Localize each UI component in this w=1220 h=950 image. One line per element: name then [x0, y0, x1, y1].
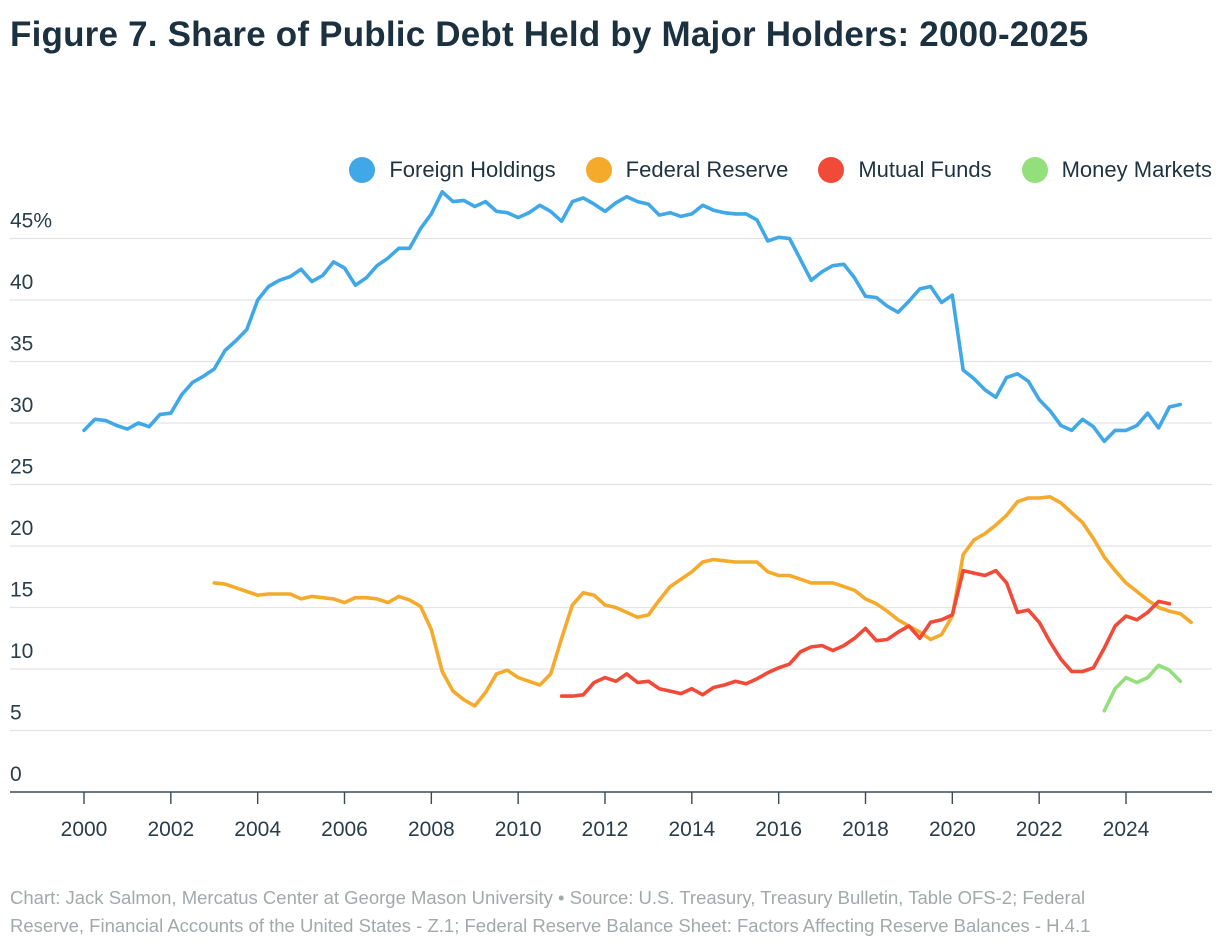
- chart-footer: Chart: Jack Salmon, Mercatus Center at G…: [10, 884, 1215, 940]
- series-line-mutual-funds: [559, 568, 1172, 698]
- y-tick-label-40: 40: [10, 271, 33, 294]
- series-line-federal-reserve: [212, 495, 1193, 708]
- series-line-foreign-holdings: [82, 190, 1183, 444]
- x-tick-label-2002: 2002: [147, 818, 194, 841]
- footer-line-2: Reserve, Financial Accounts of the Unite…: [10, 915, 1091, 936]
- legend-label-money-markets: Money Markets: [1061, 157, 1212, 182]
- y-tick-label-35: 35: [10, 333, 33, 356]
- x-tick-label-2008: 2008: [408, 818, 455, 841]
- legend-dot-mutual-funds: [818, 157, 845, 183]
- legend-item-money-markets[interactable]: Money Markets: [1021, 157, 1212, 183]
- x-tick-label-2024: 2024: [1103, 818, 1150, 841]
- series-line-money-markets: [1102, 663, 1183, 713]
- footer-line-1: Chart: Jack Salmon, Mercatus Center at G…: [10, 887, 1086, 908]
- y-tick-label-15: 15: [10, 579, 33, 602]
- y-tick-label-25: 25: [10, 456, 33, 479]
- y-tick-label-20: 20: [10, 517, 33, 540]
- y-tick-label-0: 0: [10, 763, 22, 786]
- x-tick-label-2004: 2004: [234, 818, 281, 841]
- x-tick-label-2006: 2006: [321, 818, 368, 841]
- y-tick-label-5: 5: [10, 702, 22, 725]
- x-tick-label-2020: 2020: [929, 818, 976, 841]
- x-tick-label-2014: 2014: [668, 818, 715, 841]
- x-tick-label-2022: 2022: [1016, 818, 1063, 841]
- legend: Foreign Holdings Federal Reserve Mutual …: [300, 152, 1212, 188]
- y-tick-label-10: 10: [10, 640, 33, 663]
- legend-dot-federal-reserve: [585, 157, 612, 183]
- legend-label-foreign-holdings: Foreign Holdings: [389, 157, 556, 182]
- y-tick-label-30: 30: [10, 394, 33, 417]
- legend-item-foreign-holdings[interactable]: Foreign Holdings: [349, 157, 556, 183]
- y-tick-label-45: 45%: [10, 210, 52, 233]
- legend-item-federal-reserve[interactable]: Federal Reserve: [585, 157, 789, 183]
- legend-label-federal-reserve: Federal Reserve: [625, 157, 789, 182]
- chart-area: 0 5 10 15 20 25 30 35 40 45% 2000 2002 2004 2006 2008 2…: [10, 190, 1212, 841]
- x-tick-label-2018: 2018: [842, 818, 889, 841]
- x-tick-label-2000: 2000: [61, 818, 108, 841]
- chart-title: Figure 7. Share of Public Debt Held by M…: [10, 15, 1089, 54]
- x-tick-label-2016: 2016: [755, 818, 802, 841]
- legend-dot-foreign-holdings: [349, 157, 376, 183]
- x-tick-label-2010: 2010: [495, 818, 542, 841]
- x-tick-label-2012: 2012: [582, 818, 629, 841]
- legend-label-mutual-funds: Mutual Funds: [858, 157, 992, 182]
- legend-item-mutual-funds[interactable]: Mutual Funds: [818, 157, 992, 183]
- legend-dot-money-markets: [1021, 157, 1048, 183]
